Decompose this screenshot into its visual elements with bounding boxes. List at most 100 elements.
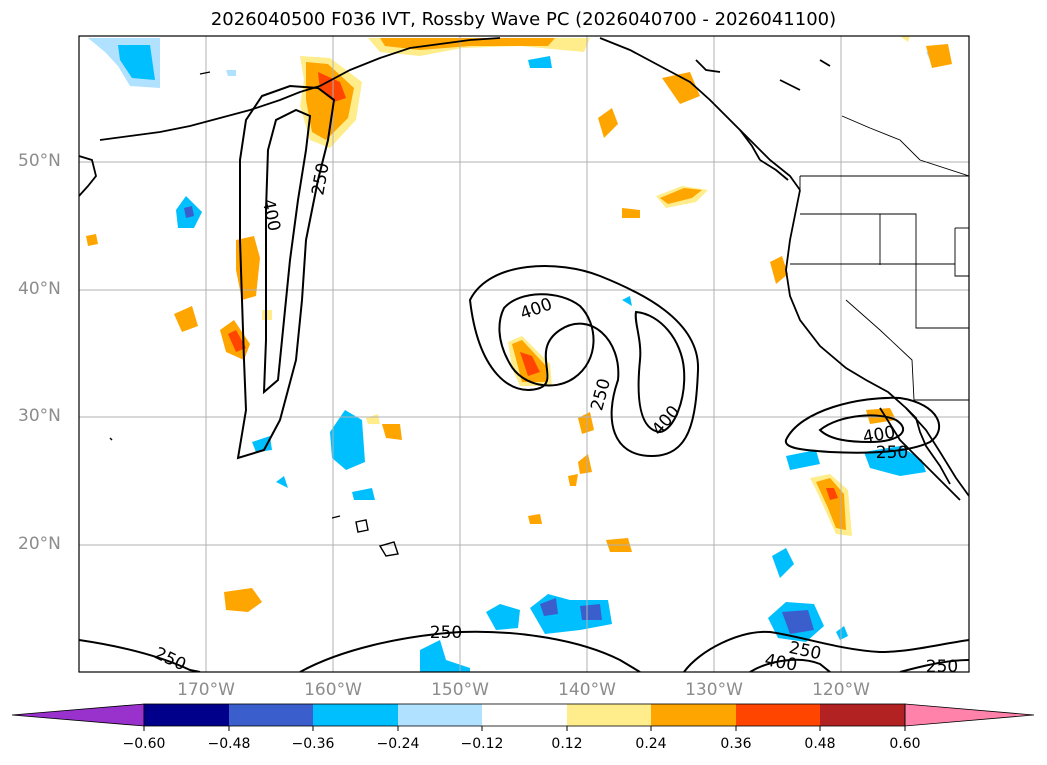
- anomaly-patch: [836, 626, 848, 640]
- colorbar-tick-label: 0.12: [551, 736, 583, 752]
- colorbar-tick-label: −0.60: [122, 736, 166, 752]
- anomaly-patch: [578, 454, 592, 474]
- contour-line: [683, 630, 969, 672]
- lat-label-20n: 20°N: [18, 534, 61, 554]
- colorbar-extend-high: [904, 703, 1035, 727]
- lat-label-50n: 50°N: [18, 151, 61, 171]
- anomaly-patch: [226, 70, 236, 76]
- anomaly-patch: [486, 604, 520, 630]
- anomaly-patch: [228, 330, 246, 352]
- contour-line: [468, 265, 700, 458]
- contour-line: [634, 310, 686, 434]
- contour-label: 400: [258, 197, 284, 233]
- lon-label-130w: 130°W: [685, 680, 743, 700]
- contour-label: 250: [876, 443, 908, 463]
- colorbar-tick-label: 0.48: [804, 736, 836, 752]
- positive-anomaly-shading: [86, 36, 952, 612]
- anomaly-patch: [382, 424, 402, 440]
- anomaly-patch: [174, 306, 198, 332]
- state-borders: [790, 115, 969, 401]
- anomaly-patch: [578, 412, 594, 434]
- anomaly-patch: [816, 478, 846, 530]
- contour-line: [749, 658, 831, 672]
- anomaly-patch: [900, 36, 910, 42]
- colorbar-tick-label: 0.24: [635, 736, 667, 752]
- lon-label-160w: 160°W: [304, 680, 362, 700]
- anomaly-patch: [622, 208, 640, 218]
- anomaly-patch: [786, 450, 820, 470]
- anomaly-patch: [118, 45, 155, 80]
- contour-line: [236, 84, 336, 460]
- contour-label: 250: [151, 644, 189, 676]
- anomaly-patch: [826, 488, 838, 500]
- colorbar-tick-label: 0.60: [889, 736, 921, 752]
- contour-line: [79, 639, 201, 672]
- anomaly-patch: [926, 44, 952, 68]
- contour-label: 400: [763, 650, 798, 675]
- contour-line: [498, 293, 595, 387]
- anomaly-patch: [598, 108, 618, 138]
- colorbar-bin: [651, 704, 736, 726]
- colorbar-tick-label: −0.24: [376, 736, 420, 752]
- contour-line: [899, 659, 969, 672]
- colorbar-bin: [736, 704, 820, 726]
- colorbar-bin: [398, 704, 482, 726]
- contour-label: 400: [518, 294, 555, 324]
- colorbar-tick-label: −0.48: [207, 736, 251, 752]
- anomaly-patch: [770, 256, 788, 284]
- anomaly-patch: [864, 446, 926, 476]
- colorbar-bin: [229, 704, 313, 726]
- contour-line: [299, 630, 641, 672]
- contour-label: 250: [430, 623, 462, 643]
- anomaly-patch: [184, 206, 194, 218]
- colorbar-extend-low: [11, 703, 145, 727]
- contour-label: 250: [308, 161, 333, 196]
- colorbar-bin: [820, 704, 905, 726]
- lon-label-120w: 120°W: [812, 680, 870, 700]
- islands: [109, 71, 399, 557]
- contour-label: 250: [926, 657, 958, 677]
- anomaly-patch: [662, 72, 700, 104]
- anomaly-patch: [528, 56, 552, 68]
- contour-line: [818, 414, 905, 444]
- lon-label-170w: 170°W: [177, 680, 235, 700]
- map-title: 2026040500 F036 IVT, Rossby Wave PC (202…: [210, 9, 837, 30]
- colorbar-tick-label: −0.12: [460, 736, 504, 752]
- coastlines: [79, 37, 969, 501]
- lat-label-30n: 30°N: [18, 406, 61, 426]
- anomaly-patch: [528, 514, 542, 524]
- anomaly-patch: [660, 188, 702, 204]
- anomaly-patch: [568, 474, 578, 486]
- ivt-contours: [79, 84, 969, 672]
- anomaly-patch: [318, 72, 346, 102]
- anomaly-patch: [622, 296, 632, 306]
- anomaly-patch: [420, 640, 470, 672]
- anomaly-patch: [772, 548, 794, 578]
- anomaly-patch: [520, 352, 540, 376]
- anomaly-patch: [580, 604, 602, 620]
- lat-label-40n: 40°N: [18, 279, 61, 299]
- anomaly-patch: [306, 62, 354, 140]
- colorbar-bin: [144, 704, 229, 726]
- colorbar-tick-label: 0.36: [720, 736, 752, 752]
- colorbar-bin: [482, 704, 567, 726]
- lon-label-150w: 150°W: [431, 680, 489, 700]
- contour-line: [784, 396, 941, 454]
- anomaly-patch: [224, 588, 262, 612]
- anomaly-patch: [252, 436, 272, 452]
- anomaly-patch: [568, 38, 582, 48]
- anomaly-patch: [366, 414, 380, 424]
- negative-anomaly-shading: [88, 38, 942, 672]
- colorbar-tick-label: −0.36: [291, 736, 335, 752]
- anomaly-patch: [782, 610, 814, 634]
- anomaly-patch: [86, 234, 98, 246]
- contour-line: [262, 108, 312, 395]
- anomaly-patch: [540, 598, 558, 616]
- contour-labels: 400 250 400 250 400 400 250 250 250 250 …: [151, 161, 958, 677]
- map-frame: [78, 35, 970, 673]
- anomaly-patch: [352, 488, 375, 500]
- lat-lon-grid: [79, 36, 969, 672]
- colorbar-bin: [313, 704, 398, 726]
- colorbar-bin: [567, 704, 651, 726]
